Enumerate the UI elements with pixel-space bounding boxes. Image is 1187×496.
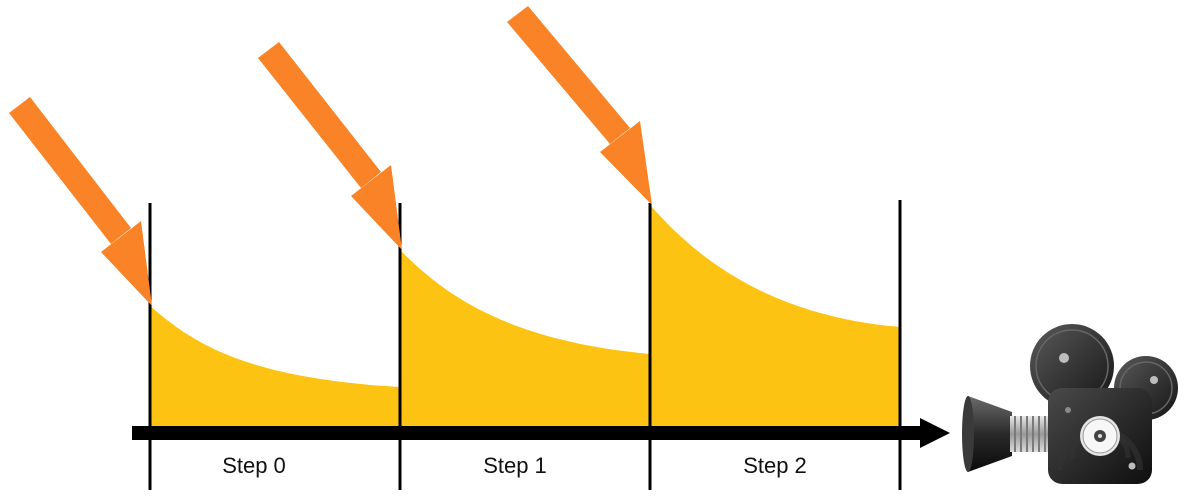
- impulse-arrow-0: [9, 97, 152, 306]
- decay-fill-step-0: [150, 306, 400, 432]
- step-label-2: Step 2: [743, 453, 807, 478]
- decay-fill-step-2: [650, 205, 900, 432]
- step-label-0: Step 0: [222, 453, 286, 478]
- step-label-1: Step 1: [483, 453, 547, 478]
- decay-fill-step-1: [400, 250, 650, 432]
- time-axis: [132, 426, 922, 440]
- time-axis-arrowhead: [920, 418, 950, 448]
- impulse-arrow-2: [507, 6, 652, 205]
- impulse-arrow-1: [258, 42, 402, 250]
- film-camera-icon: [962, 324, 1178, 484]
